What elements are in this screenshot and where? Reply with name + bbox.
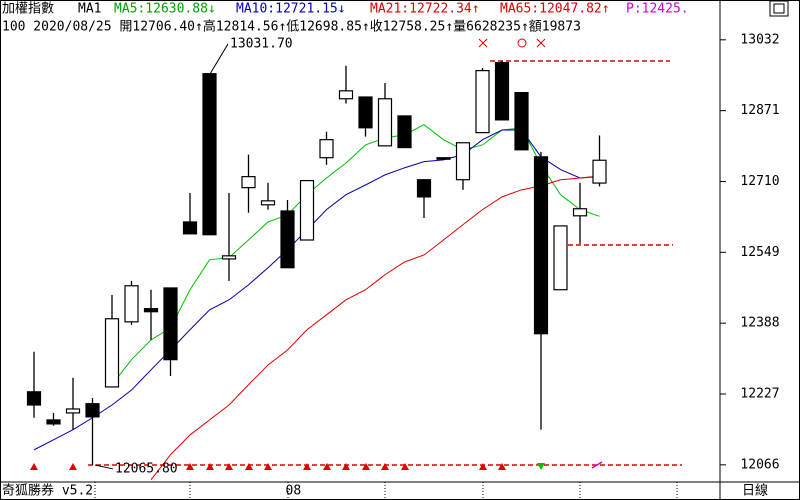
app-name: 奇狐勝券 v5.2 <box>2 483 93 499</box>
buy-signal <box>381 463 389 470</box>
buy-signal <box>69 463 77 470</box>
candle-body <box>416 179 432 198</box>
annotation-leader <box>94 464 114 470</box>
buy-signal <box>498 463 506 470</box>
candle-body <box>338 90 354 100</box>
candle-body <box>85 403 100 418</box>
signal-symbol <box>517 38 527 48</box>
indicator-label: MA65:12047.82↑ <box>500 2 610 17</box>
y-tick-label: 12388 <box>740 316 779 331</box>
y-tick-label: 12549 <box>740 245 779 260</box>
annotation-label: 13031.70 <box>230 36 293 51</box>
candle-body <box>241 176 256 189</box>
quote-line: 100 2020/08/25 開12706.40↑高12814.56↑低1269… <box>2 19 581 35</box>
candle-body <box>358 96 373 129</box>
signal-symbol <box>478 38 488 48</box>
window-button[interactable] <box>769 0 789 17</box>
indicator-label: MA21:12722.34↑ <box>370 2 480 17</box>
buy-signal <box>401 463 409 470</box>
circle-mark <box>517 38 527 48</box>
ma-line <box>150 175 600 481</box>
candle-body <box>221 255 237 260</box>
buy-signal <box>30 463 38 470</box>
candle-body <box>182 221 198 235</box>
candle-body <box>572 208 588 217</box>
annotation-leader <box>209 43 229 75</box>
buy-signal <box>362 463 370 470</box>
buy-signal <box>303 463 311 470</box>
indicator-label: 加權指數 <box>2 2 54 17</box>
sell-signal <box>537 463 545 470</box>
buy-signal <box>245 463 253 470</box>
buy-signal <box>342 463 350 470</box>
candle-body <box>46 419 61 425</box>
window-button-icon <box>773 3 785 14</box>
candle-body <box>553 225 568 291</box>
candle-body <box>202 73 217 236</box>
candle-body <box>65 408 81 414</box>
signal-symbol <box>536 38 546 48</box>
indicator-label: MA10:12721.15↓ <box>236 2 346 17</box>
y-tick-label: 13032 <box>740 32 779 47</box>
candle-body <box>299 180 315 241</box>
cross-stroke <box>478 38 488 48</box>
candle-body <box>163 287 178 361</box>
cross-stroke <box>536 38 546 48</box>
annotation-label: 12065.80 <box>115 461 178 476</box>
plot-area: 13031.70 12065.80 <box>26 36 682 481</box>
indicator-label: P:12425. <box>626 2 689 17</box>
signal-mark <box>591 461 603 469</box>
indicator-label: MA1 <box>78 2 101 17</box>
period-label[interactable]: 日線 <box>742 483 768 499</box>
candle-body <box>436 157 451 160</box>
buy-signal <box>206 463 214 470</box>
buy-signal <box>186 463 194 470</box>
candle-body <box>143 308 159 313</box>
candle-body <box>533 156 549 335</box>
indicator-label: MA5:12630.88↓ <box>114 2 216 17</box>
candle-body <box>494 62 510 121</box>
candle-body <box>514 91 529 151</box>
buy-signal <box>323 463 331 470</box>
y-tick-label: 12710 <box>740 174 779 189</box>
candle-body <box>455 142 471 181</box>
buy-signal <box>264 463 272 470</box>
y-tick-label: 12066 <box>740 457 779 472</box>
candle-body <box>319 139 334 159</box>
candle-body <box>26 391 42 406</box>
y-tick-label: 12227 <box>740 387 779 402</box>
candle-body <box>280 210 295 269</box>
candle-body <box>397 115 412 149</box>
candle-body <box>377 98 393 147</box>
buy-signal <box>479 463 487 470</box>
ma-line <box>33 129 600 451</box>
candle-body <box>475 69 490 134</box>
buy-signal <box>225 463 233 470</box>
candle-body <box>592 159 607 184</box>
candle-body <box>260 200 276 206</box>
x-tick-label: 08 <box>286 484 302 499</box>
candle-body <box>124 285 139 323</box>
candle-body <box>104 318 120 388</box>
y-tick-label: 12871 <box>740 103 779 118</box>
